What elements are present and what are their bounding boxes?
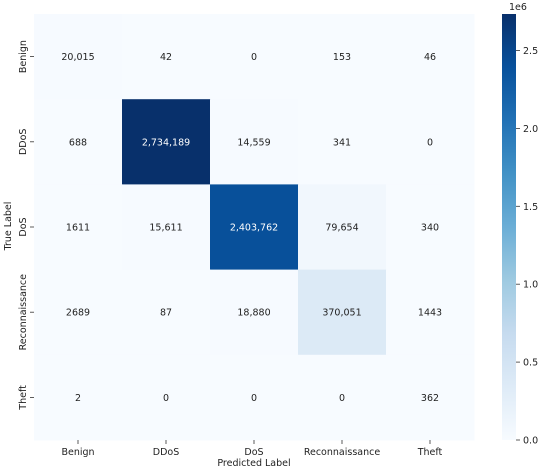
y-tick-label: Benign xyxy=(18,40,29,73)
cell-value-label: 1611 xyxy=(66,223,90,234)
colorbar-tick-label: 1.5 xyxy=(523,202,538,213)
heatmap-cell xyxy=(298,184,387,271)
heatmap-cell xyxy=(122,99,211,185)
heatmap-cell xyxy=(386,14,475,100)
cell-value-label: 87 xyxy=(160,308,172,319)
cell-value-label: 1443 xyxy=(418,308,442,319)
colorbar xyxy=(502,14,516,440)
cell-value-label: 0 xyxy=(427,137,433,148)
cell-value-label: 2 xyxy=(75,393,81,404)
colorbar-tick-label: 2.0 xyxy=(523,124,538,135)
heatmap-cell xyxy=(34,269,123,356)
cell-value-label: 362 xyxy=(421,393,439,404)
heatmap-cell xyxy=(34,14,123,100)
heatmap-cell xyxy=(298,99,387,185)
cell-value-label: 340 xyxy=(421,223,439,234)
cell-value-label: 46 xyxy=(424,52,436,63)
heatmap-cell xyxy=(386,184,475,271)
cell-value-label: 153 xyxy=(333,52,351,63)
x-tick-label: Benign xyxy=(61,447,94,458)
heatmap-cell xyxy=(210,99,299,185)
heatmap-cell xyxy=(122,354,211,441)
cell-value-label: 15,611 xyxy=(149,223,182,234)
colorbar-tick-label: 1.0 xyxy=(523,280,538,291)
colorbar-tick-label: 0.5 xyxy=(523,358,538,369)
heatmap-cell xyxy=(386,99,475,185)
cell-value-label: 688 xyxy=(69,137,87,148)
heatmap-cell xyxy=(210,184,299,271)
cell-value-label: 0 xyxy=(163,393,169,404)
heatmap-cell xyxy=(122,14,211,100)
x-tick-labels: Benign DDoS DoS Reconnaissance Theft xyxy=(61,440,443,458)
heatmap-cell xyxy=(34,354,123,441)
cell-value-label: 79,654 xyxy=(325,223,358,234)
heatmap-cell xyxy=(34,184,123,271)
y-tick-label: Reconnaissance xyxy=(18,274,29,351)
cell-value-label: 20,015 xyxy=(61,52,94,63)
x-tick-label: DoS xyxy=(244,447,263,458)
cell-value-label: 2689 xyxy=(66,308,90,319)
cell-value-label: 341 xyxy=(333,137,351,148)
cell-value-label: 2,403,762 xyxy=(230,223,278,234)
x-tick-label: Theft xyxy=(417,447,443,458)
x-axis-label: Predicted Label xyxy=(217,458,290,469)
colorbar-multiplier: 1e6 xyxy=(509,2,527,13)
cell-value-label: 2,734,189 xyxy=(142,137,190,148)
x-tick-label: Reconnaissance xyxy=(304,447,381,458)
heatmap-cell xyxy=(210,14,299,100)
heatmap-cells: 20,015 42 0 153 46 688 2,734,189 14,559 341 0 1611… xyxy=(34,14,475,441)
colorbar-tick-label: 2.5 xyxy=(523,46,538,57)
cell-value-label: 18,880 xyxy=(237,308,270,319)
y-axis-label: True Label xyxy=(3,202,14,252)
cell-value-label: 0 xyxy=(251,52,257,63)
heatmap-cell xyxy=(210,269,299,356)
colorbar-ticks: 0.0 0.5 1.0 1.5 2.0 2.5 xyxy=(516,46,538,447)
heatmap-cell xyxy=(298,14,387,100)
cell-value-label: 14,559 xyxy=(237,137,270,148)
heatmap-cell xyxy=(298,354,387,441)
heatmap-cell xyxy=(386,354,475,441)
heatmap-cell xyxy=(210,354,299,441)
heatmap-cell xyxy=(298,269,387,356)
heatmap-cell xyxy=(122,184,211,271)
x-tick-label: DDoS xyxy=(153,447,179,458)
heatmap-cell xyxy=(386,269,475,356)
heatmap-cell xyxy=(34,99,123,185)
colorbar-tick-label: 0.0 xyxy=(523,436,538,447)
y-tick-label: DDoS xyxy=(18,129,29,155)
y-tick-labels: Benign DDoS DoS Reconnaissance Theft xyxy=(18,40,34,411)
cell-value-label: 0 xyxy=(251,393,257,404)
cell-value-label: 0 xyxy=(339,393,345,404)
y-tick-label: Theft xyxy=(18,385,29,411)
cell-value-label: 370,051 xyxy=(322,308,361,319)
cell-value-label: 42 xyxy=(160,52,172,63)
y-tick-label: DoS xyxy=(18,217,29,236)
heatmap-cell xyxy=(122,269,211,356)
